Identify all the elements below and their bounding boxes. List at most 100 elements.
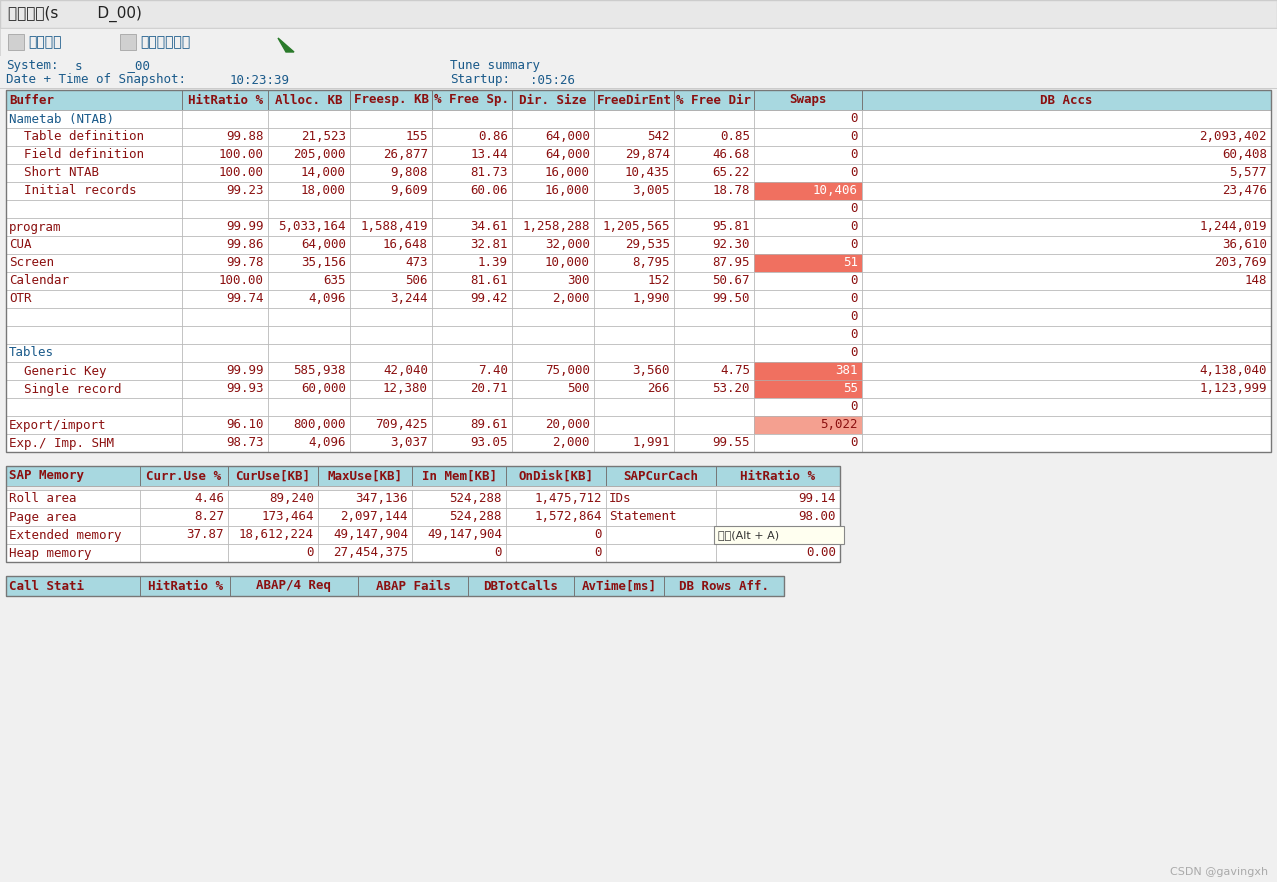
Bar	[674, 218, 753, 236]
Bar	[674, 398, 753, 416]
Text: 1,991: 1,991	[632, 437, 670, 450]
Text: Statement: Statement	[609, 511, 677, 524]
Bar	[862, 272, 1271, 290]
Text: 75,000: 75,000	[545, 364, 590, 377]
Bar	[268, 326, 350, 344]
Bar	[120, 34, 135, 50]
Bar	[412, 466, 506, 486]
Bar	[512, 326, 594, 344]
Bar	[6, 398, 183, 416]
Text: Dir. Size: Dir. Size	[520, 93, 586, 107]
Text: 60,408: 60,408	[1222, 148, 1267, 161]
Text: 当前参数: 当前参数	[28, 35, 61, 49]
Text: 36,610: 36,610	[1222, 238, 1267, 251]
Bar	[183, 308, 268, 326]
Bar	[506, 526, 607, 544]
Text: 1,258,288: 1,258,288	[522, 220, 590, 234]
Bar	[350, 200, 432, 218]
Bar	[6, 526, 140, 544]
Bar	[6, 182, 183, 200]
Bar	[8, 34, 24, 50]
Bar	[350, 272, 432, 290]
Bar	[268, 164, 350, 182]
Bar	[0, 88, 1277, 89]
Bar	[506, 508, 607, 526]
Bar	[318, 466, 412, 486]
Bar	[594, 164, 674, 182]
Bar	[512, 344, 594, 362]
Text: % Free Dir: % Free Dir	[677, 93, 751, 107]
Text: Date + Time of Snapshot:: Date + Time of Snapshot:	[6, 73, 186, 86]
Bar	[268, 146, 350, 164]
Bar	[432, 90, 512, 110]
Text: 35,156: 35,156	[301, 257, 346, 270]
Text: Alloc. KB: Alloc. KB	[276, 93, 342, 107]
Bar	[268, 362, 350, 380]
Bar	[318, 526, 412, 544]
Bar	[6, 272, 183, 290]
Text: CSDN @gavingxh: CSDN @gavingxh	[1170, 867, 1268, 877]
Bar	[6, 290, 183, 308]
Bar	[6, 544, 140, 562]
Bar	[753, 398, 862, 416]
Bar	[594, 362, 674, 380]
Bar	[716, 526, 840, 544]
Text: 1,475,712: 1,475,712	[535, 492, 601, 505]
Text: 26,877: 26,877	[383, 148, 428, 161]
Bar	[674, 254, 753, 272]
Bar	[350, 128, 432, 146]
Bar	[862, 146, 1271, 164]
Bar	[229, 526, 318, 544]
Bar	[862, 308, 1271, 326]
Bar	[6, 466, 140, 486]
Bar	[512, 380, 594, 398]
Text: SAP Memory: SAP Memory	[9, 469, 84, 482]
Text: 473: 473	[406, 257, 428, 270]
Text: CurUse[KB]: CurUse[KB]	[235, 469, 310, 482]
Bar	[594, 218, 674, 236]
Bar	[350, 326, 432, 344]
Bar	[674, 146, 753, 164]
Bar	[350, 308, 432, 326]
Text: Short NTAB: Short NTAB	[9, 167, 100, 180]
Text: 5,577: 5,577	[1230, 167, 1267, 180]
Bar	[753, 146, 862, 164]
Text: 18,000: 18,000	[301, 184, 346, 198]
Bar	[674, 128, 753, 146]
Text: 0: 0	[850, 148, 858, 161]
Text: FreeDirEnt: FreeDirEnt	[596, 93, 672, 107]
Bar	[862, 90, 1271, 110]
Text: 10,435: 10,435	[624, 167, 670, 180]
Bar	[512, 164, 594, 182]
Bar	[432, 200, 512, 218]
Bar	[512, 182, 594, 200]
Bar	[594, 236, 674, 254]
Bar	[268, 218, 350, 236]
Bar	[183, 380, 268, 398]
Text: 0: 0	[306, 547, 314, 559]
Bar	[350, 380, 432, 398]
Text: 99.42: 99.42	[470, 293, 508, 305]
Text: AvTime[ms]: AvTime[ms]	[581, 579, 656, 593]
Bar	[6, 90, 183, 110]
Bar	[753, 236, 862, 254]
Text: CUA: CUA	[9, 238, 32, 251]
Text: 截图(Alt + A): 截图(Alt + A)	[718, 530, 779, 540]
Bar	[432, 164, 512, 182]
Text: 29,874: 29,874	[624, 148, 670, 161]
Bar	[753, 344, 862, 362]
Bar	[140, 508, 229, 526]
Bar	[862, 110, 1271, 128]
Bar	[412, 508, 506, 526]
Bar	[268, 90, 350, 110]
Bar	[6, 308, 183, 326]
Bar	[862, 236, 1271, 254]
Text: 3,244: 3,244	[391, 293, 428, 305]
Bar	[512, 110, 594, 128]
Bar	[230, 576, 358, 596]
Text: 148: 148	[1245, 274, 1267, 288]
Bar	[140, 544, 229, 562]
Bar	[6, 576, 784, 596]
Text: Export/import: Export/import	[9, 418, 106, 431]
Text: 64,000: 64,000	[301, 238, 346, 251]
